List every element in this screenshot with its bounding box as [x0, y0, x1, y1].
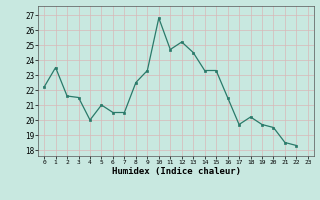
X-axis label: Humidex (Indice chaleur): Humidex (Indice chaleur): [111, 167, 241, 176]
